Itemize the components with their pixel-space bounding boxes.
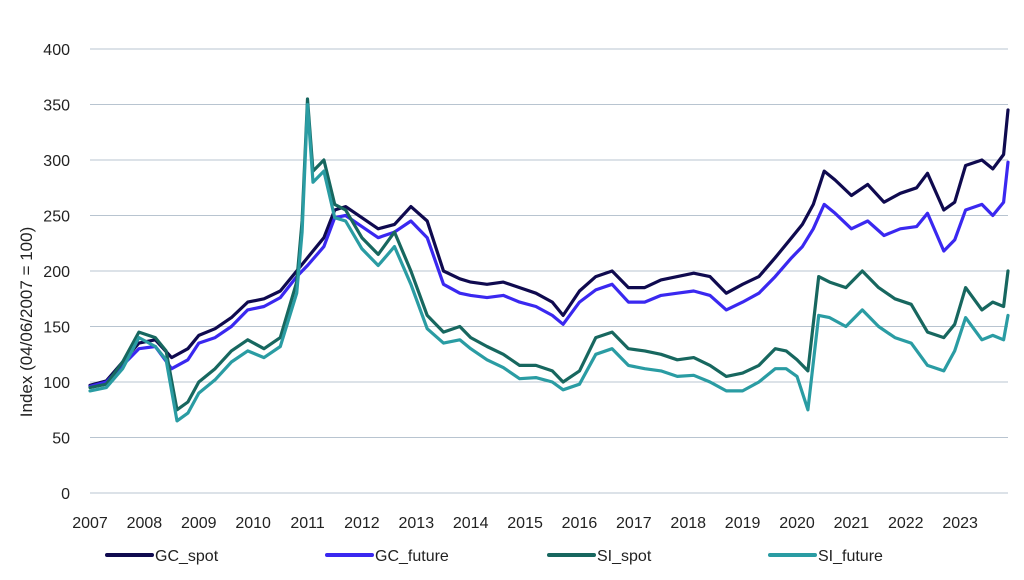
y-tick-150: 150 xyxy=(43,320,70,337)
y-tick-300: 300 xyxy=(43,153,70,170)
x-tick-2012: 2012 xyxy=(344,515,380,532)
series-line-gc-future xyxy=(88,160,1010,388)
y-tick-400: 400 xyxy=(43,42,70,59)
x-tick-2008: 2008 xyxy=(127,515,163,532)
x-tick-2007: 2007 xyxy=(72,515,108,532)
legend-label-si-future: SI_future xyxy=(818,548,883,565)
y-tick-0: 0 xyxy=(61,486,70,503)
legend-label-gc-spot: GC_spot xyxy=(155,548,219,565)
x-tick-labels: 2007 2008 2009 2010 2011 2012 2013 2014 2015 2016… xyxy=(72,515,978,532)
y-tick-250: 250 xyxy=(43,209,70,226)
x-tick-2022: 2022 xyxy=(888,515,924,532)
y-axis-title: Index (04/06/2007 = 100) xyxy=(17,227,36,417)
x-tick-2018: 2018 xyxy=(670,515,706,532)
legend: GC_spot GC_future SI_spot SI_future xyxy=(105,548,883,565)
series-lines xyxy=(88,97,1010,423)
series-line-si-future xyxy=(88,102,1010,423)
y-tick-labels: 0 50 100 150 200 250 300 350 400 xyxy=(43,42,70,503)
x-tick-2021: 2021 xyxy=(834,515,870,532)
x-tick-2013: 2013 xyxy=(399,515,435,532)
legend-label-gc-future: GC_future xyxy=(375,548,449,565)
x-tick-2015: 2015 xyxy=(507,515,543,532)
series-line-gc-spot xyxy=(88,108,1010,387)
x-tick-2020: 2020 xyxy=(779,515,815,532)
x-tick-2019: 2019 xyxy=(725,515,761,532)
y-tick-200: 200 xyxy=(43,264,70,281)
x-tick-2010: 2010 xyxy=(235,515,271,532)
series-line-si-spot xyxy=(88,97,1010,412)
x-tick-2017: 2017 xyxy=(616,515,652,532)
legend-label-si-spot: SI_spot xyxy=(597,548,652,565)
gridlines xyxy=(90,48,1008,494)
x-tick-2011: 2011 xyxy=(290,515,325,532)
x-tick-2009: 2009 xyxy=(181,515,217,532)
x-tick-2016: 2016 xyxy=(562,515,598,532)
y-tick-100: 100 xyxy=(43,375,70,392)
y-tick-50: 50 xyxy=(52,431,70,448)
x-tick-2014: 2014 xyxy=(453,515,489,532)
y-tick-350: 350 xyxy=(43,98,70,115)
x-tick-2023: 2023 xyxy=(942,515,978,532)
